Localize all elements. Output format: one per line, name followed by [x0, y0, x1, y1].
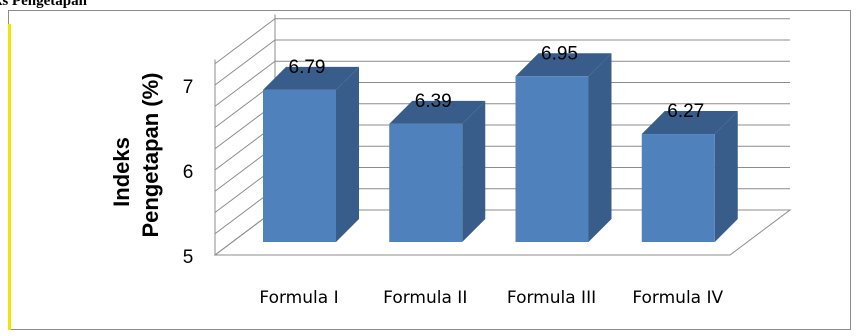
x-category-label: Formula IV [632, 288, 723, 308]
bar-top [641, 111, 738, 135]
y-tick-label: 7 [183, 77, 194, 98]
x-category-label: Formula II [383, 288, 467, 308]
bar-top [389, 100, 486, 124]
bar-front [263, 89, 336, 242]
gridline [214, 60, 790, 107]
bar [641, 111, 738, 242]
data-label: 6.95 [541, 43, 578, 64]
y-tick-label: 5 [183, 247, 194, 268]
gridline [214, 18, 790, 65]
y-tick-label: 6 [183, 162, 194, 183]
bar-top [515, 53, 612, 77]
bar-side [336, 66, 359, 242]
bar-front [515, 76, 589, 242]
bar-side [462, 100, 486, 242]
bar-top [263, 66, 359, 90]
bar [389, 100, 486, 242]
x-category-label: Formula III [507, 288, 596, 308]
chart-labels: 5 6 7 6.79 Formula I 6.39 Formula II 6.95 Formul… [183, 43, 724, 308]
x-category-label: Formula I [259, 288, 338, 308]
gridline [214, 39, 790, 86]
bar-side [588, 53, 612, 242]
bar [263, 66, 359, 242]
bar-front [641, 134, 715, 242]
bar-side [714, 111, 738, 242]
bar-front [389, 123, 463, 242]
clipped-heading: ks Pengetapan [0, 0, 87, 9]
data-label: 6.27 [667, 101, 704, 122]
y-axis-title-line2: Pengetapan (%) [138, 72, 163, 237]
frame-accent [8, 24, 11, 330]
bar [515, 53, 612, 242]
y-axis-title-line1: Indeks [109, 137, 134, 207]
data-label: 6.79 [289, 57, 326, 78]
chart-bars [263, 53, 738, 242]
data-label: 6.39 [415, 91, 452, 112]
